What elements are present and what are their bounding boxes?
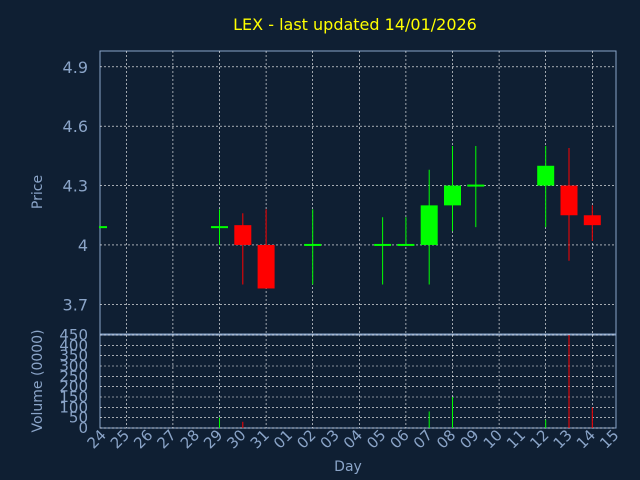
candle-body xyxy=(304,243,322,246)
volume-tick-label: 300 xyxy=(59,357,88,375)
candle-body xyxy=(444,185,461,206)
chart-title: LEX - last updated 14/01/2026 xyxy=(233,15,477,34)
x-axis-label: Day xyxy=(334,459,362,475)
candle-body xyxy=(211,226,228,229)
price-tick-label: 4.9 xyxy=(63,58,88,77)
price-tick-label: 3.7 xyxy=(63,295,88,314)
candle-body xyxy=(537,165,555,186)
price-tick-label: 4.6 xyxy=(63,117,88,136)
price-tick-labels: 3.7 4 4.3 4.6 4.9 xyxy=(63,58,88,314)
candle-body xyxy=(467,184,485,187)
candle-body xyxy=(374,243,392,246)
volume-axis-label: Volume (0000) xyxy=(30,329,46,432)
candle-body xyxy=(397,243,415,246)
x-tick-labels: 2425262728293031010203040506070809101112… xyxy=(84,426,623,452)
volume-tick-label: 250 xyxy=(59,367,88,385)
volume-tick-label: 100 xyxy=(59,398,88,416)
candle-body xyxy=(234,225,252,245)
volume-tick-label: 0 xyxy=(78,419,88,437)
volume-tick-label: 400 xyxy=(59,336,88,354)
price-axis-label: Price xyxy=(30,175,46,209)
volume-tick-label: 200 xyxy=(59,378,88,396)
price-tick-label: 4.3 xyxy=(63,177,88,196)
volume-tick-label: 50 xyxy=(69,409,88,427)
candle-body xyxy=(99,226,107,229)
volume-tick-label: 450 xyxy=(59,326,88,344)
candle-body xyxy=(583,215,601,226)
candle-body xyxy=(560,185,578,216)
candles xyxy=(99,145,601,289)
volume-tick-label: 350 xyxy=(59,347,88,365)
price-tick-label: 4 xyxy=(78,236,88,255)
candle-body xyxy=(257,244,275,289)
volume-bars xyxy=(219,335,593,428)
candle-body xyxy=(420,205,438,245)
volume-tick-label: 150 xyxy=(59,388,88,406)
price-plot-area xyxy=(99,50,617,335)
